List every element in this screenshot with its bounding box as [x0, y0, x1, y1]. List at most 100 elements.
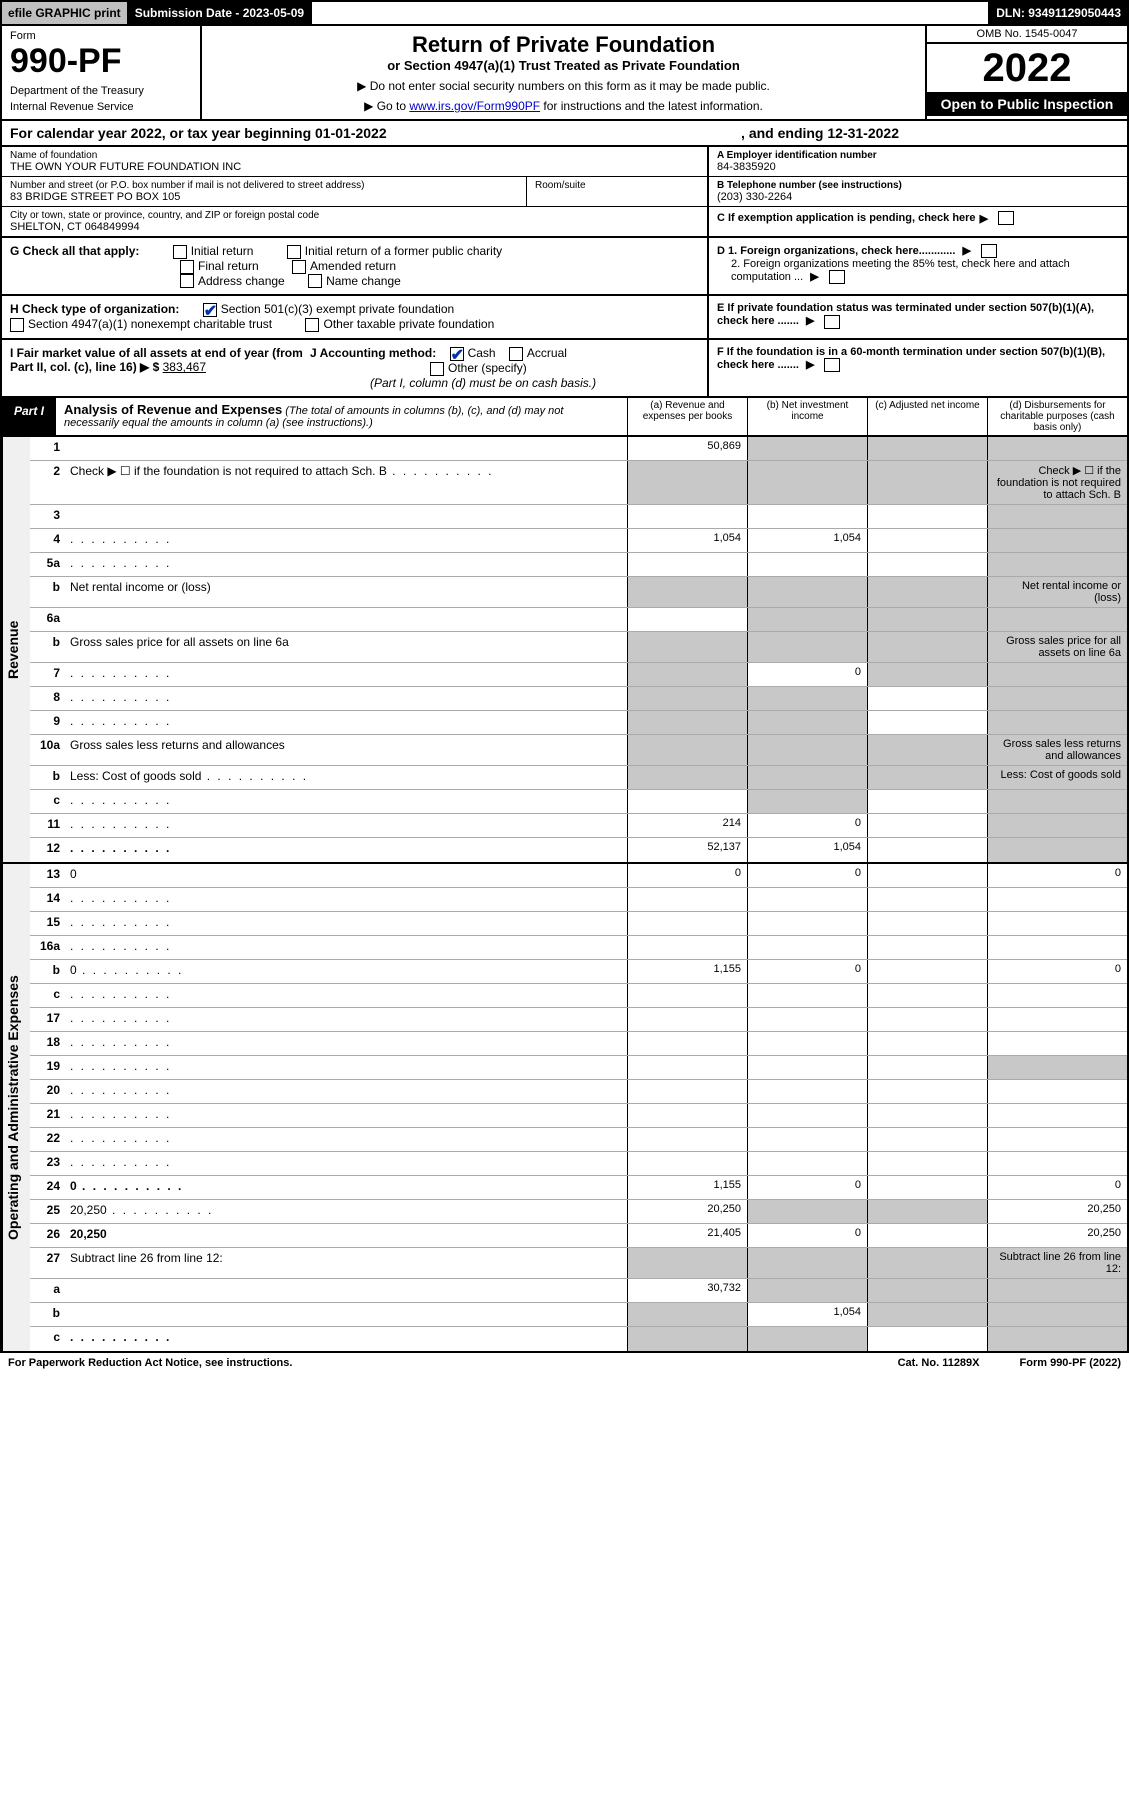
checkbox-address-change[interactable]: [180, 274, 194, 288]
revenue-rows: 150,8692Check ▶ ☐ if the foundation is n…: [30, 437, 1127, 862]
entity-info-right: A Employer identification number 84-3835…: [707, 147, 1127, 236]
cell-c: [867, 687, 987, 710]
section-c-label: C If exemption application is pending, c…: [717, 212, 976, 224]
cell-d: [987, 936, 1127, 959]
col-d-header: (d) Disbursements for charitable purpose…: [987, 398, 1127, 435]
f-label: F If the foundation is in a 60-month ter…: [717, 346, 1105, 371]
row-number: 8: [30, 687, 66, 710]
cell-c: [867, 814, 987, 837]
row-desc: 0: [66, 960, 627, 983]
cell-a: [627, 1032, 747, 1055]
footer-catalog: Cat. No. 11289X: [898, 1357, 980, 1369]
opt-initial: Initial return: [191, 244, 254, 258]
efile-print-button[interactable]: efile GRAPHIC print: [2, 2, 129, 24]
checkbox-cash[interactable]: [450, 347, 464, 361]
dept-treasury: Department of the Treasury: [10, 85, 192, 97]
row-number: 7: [30, 663, 66, 686]
cal-year-begin: For calendar year 2022, or tax year begi…: [10, 125, 387, 141]
table-row: bGross sales price for all assets on lin…: [30, 632, 1127, 663]
cell-b: [747, 1200, 867, 1223]
row-number: 6a: [30, 608, 66, 631]
cell-a: [627, 790, 747, 813]
row-number: 26: [30, 1224, 66, 1247]
checkbox-501c3[interactable]: [203, 303, 217, 317]
cell-a: [627, 1056, 747, 1079]
table-row: 6a: [30, 608, 1127, 632]
cell-d: [987, 687, 1127, 710]
cell-b: 0: [747, 663, 867, 686]
row-number: 10a: [30, 735, 66, 765]
opt-accrual: Accrual: [527, 346, 567, 360]
cell-c: [867, 663, 987, 686]
expense-rows: 130000141516ab01,15500c17181920212223240…: [30, 864, 1127, 1351]
arrow-icon: ▶: [806, 359, 814, 371]
city-label: City or town, state or province, country…: [10, 210, 699, 221]
cell-b: 0: [747, 814, 867, 837]
cell-b: [747, 577, 867, 607]
opt-address-change: Address change: [198, 274, 285, 288]
checkbox-d2[interactable]: [829, 270, 845, 284]
row-desc: Net rental income or (loss): [66, 577, 627, 607]
row-number: 21: [30, 1104, 66, 1127]
cell-d: [987, 553, 1127, 576]
table-row: 15: [30, 912, 1127, 936]
table-row: 2401,15500: [30, 1176, 1127, 1200]
row-desc: Check ▶ ☐ if the foundation is not requi…: [66, 461, 627, 504]
row-number: 13: [30, 864, 66, 887]
checkbox-f[interactable]: [824, 358, 840, 372]
checkbox-other-method[interactable]: [430, 362, 444, 376]
i-value: 383,467: [163, 360, 206, 374]
table-row: c: [30, 1327, 1127, 1351]
cell-d: 20,250: [987, 1224, 1127, 1247]
cell-b: [747, 711, 867, 734]
calendar-year-row: For calendar year 2022, or tax year begi…: [0, 121, 1129, 147]
cell-a: [627, 766, 747, 789]
cell-c: [867, 1128, 987, 1151]
row-desc: [66, 1303, 627, 1326]
cell-d: [987, 1279, 1127, 1302]
cell-b: [747, 632, 867, 662]
cell-c: [867, 735, 987, 765]
checkbox-final[interactable]: [180, 260, 194, 274]
arrow-icon: ▶: [806, 315, 814, 327]
checkbox-other-taxable[interactable]: [305, 318, 319, 332]
street-value: 83 BRIDGE STREET PO BOX 105: [10, 191, 518, 203]
checkbox-initial[interactable]: [173, 245, 187, 259]
cell-a: [627, 711, 747, 734]
checkbox-d1[interactable]: [981, 244, 997, 258]
section-f-right: F If the foundation is in a 60-month ter…: [707, 340, 1127, 396]
row-desc: [66, 1279, 627, 1302]
cell-a: [627, 1104, 747, 1127]
cell-c: [867, 984, 987, 1007]
form-subtitle: or Section 4947(a)(1) Trust Treated as P…: [208, 58, 919, 73]
row-desc: [66, 912, 627, 935]
cell-a: 1,155: [627, 1176, 747, 1199]
irs-link[interactable]: www.irs.gov/Form990PF: [409, 99, 540, 113]
checkbox-e[interactable]: [824, 315, 840, 329]
checkbox-accrual[interactable]: [509, 347, 523, 361]
revenue-side-label: Revenue: [2, 437, 30, 862]
checkbox-c[interactable]: [998, 211, 1014, 225]
cell-b: [747, 1327, 867, 1351]
checkbox-initial-former[interactable]: [287, 245, 301, 259]
row-desc: [66, 711, 627, 734]
section-ij-left: I Fair market value of all assets at end…: [2, 340, 707, 396]
cell-c: [867, 1176, 987, 1199]
cell-b: [747, 1056, 867, 1079]
cell-b: [747, 553, 867, 576]
table-row: 41,0541,054: [30, 529, 1127, 553]
cell-b: 0: [747, 960, 867, 983]
dln-value: DLN: 93491129050443: [990, 2, 1127, 24]
arrow-icon: ▶: [980, 212, 988, 225]
cell-d: Less: Cost of goods sold: [987, 766, 1127, 789]
cell-a: [627, 1080, 747, 1103]
section-e-right: E If private foundation status was termi…: [707, 296, 1127, 338]
cell-d: [987, 1303, 1127, 1326]
cell-b: [747, 437, 867, 460]
row-number: 11: [30, 814, 66, 837]
checkbox-amended[interactable]: [292, 260, 306, 274]
row-desc: [66, 608, 627, 631]
checkbox-4947[interactable]: [10, 318, 24, 332]
checkbox-name-change[interactable]: [308, 274, 322, 288]
entity-info-block: Name of foundation THE OWN YOUR FUTURE F…: [0, 147, 1129, 238]
